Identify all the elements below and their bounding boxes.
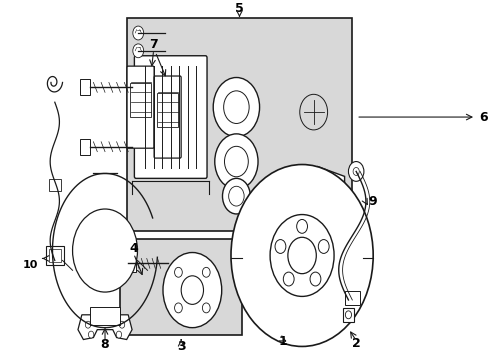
- Circle shape: [222, 178, 250, 214]
- Text: 5: 5: [235, 2, 244, 15]
- Circle shape: [345, 311, 351, 319]
- Circle shape: [283, 272, 293, 286]
- Circle shape: [274, 239, 285, 253]
- FancyBboxPatch shape: [127, 66, 154, 148]
- Circle shape: [174, 303, 182, 313]
- FancyBboxPatch shape: [154, 76, 181, 158]
- Polygon shape: [78, 315, 132, 339]
- Bar: [48, 179, 61, 191]
- Text: 4: 4: [129, 242, 138, 255]
- Circle shape: [228, 186, 244, 206]
- Circle shape: [352, 167, 359, 175]
- Circle shape: [88, 331, 94, 338]
- Polygon shape: [278, 166, 344, 334]
- Circle shape: [214, 134, 258, 189]
- Bar: [80, 139, 89, 155]
- Text: 2: 2: [351, 337, 360, 350]
- Text: 3: 3: [177, 340, 185, 353]
- Text: 8: 8: [101, 338, 109, 351]
- Circle shape: [223, 91, 249, 123]
- Text: 9: 9: [368, 195, 377, 208]
- Bar: [157, 93, 178, 127]
- Circle shape: [269, 215, 333, 296]
- Circle shape: [202, 267, 210, 277]
- Circle shape: [119, 321, 124, 328]
- Circle shape: [318, 239, 328, 253]
- Bar: [120, 239, 241, 334]
- Circle shape: [116, 331, 122, 338]
- Bar: [125, 255, 136, 272]
- Circle shape: [133, 26, 143, 40]
- Circle shape: [213, 77, 259, 137]
- Circle shape: [174, 267, 182, 277]
- Circle shape: [181, 276, 203, 304]
- Circle shape: [133, 44, 143, 58]
- Bar: [343, 308, 353, 322]
- Bar: [129, 84, 151, 117]
- Circle shape: [224, 146, 248, 177]
- Circle shape: [309, 272, 320, 286]
- Circle shape: [287, 237, 316, 274]
- Circle shape: [230, 165, 372, 346]
- Circle shape: [296, 220, 307, 233]
- Text: 7: 7: [149, 39, 158, 51]
- Circle shape: [202, 303, 210, 313]
- Bar: [48, 248, 61, 262]
- Circle shape: [163, 252, 221, 328]
- Circle shape: [72, 209, 137, 292]
- Bar: [89, 307, 120, 325]
- Bar: [344, 291, 359, 305]
- Circle shape: [299, 94, 327, 130]
- Bar: [126, 18, 351, 231]
- Bar: [80, 80, 89, 95]
- Text: 10: 10: [22, 260, 38, 270]
- Circle shape: [348, 162, 363, 181]
- Bar: [45, 246, 64, 265]
- FancyBboxPatch shape: [134, 56, 206, 178]
- Text: 6: 6: [478, 111, 487, 123]
- Circle shape: [85, 321, 91, 328]
- Text: 1: 1: [278, 335, 286, 348]
